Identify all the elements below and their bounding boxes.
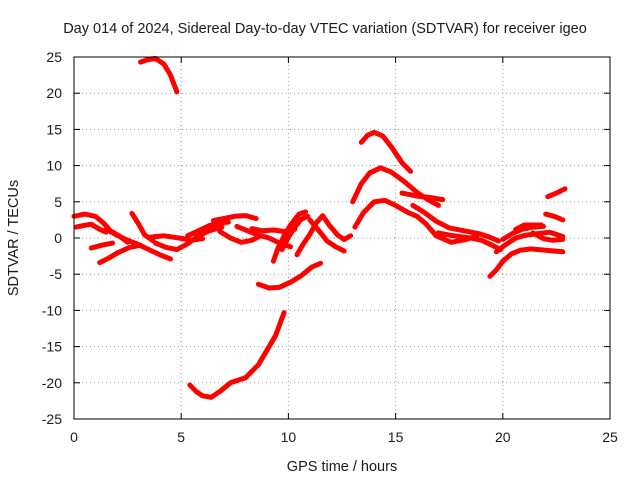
y-tick-label: -10 xyxy=(42,302,62,318)
y-tick-label: 0 xyxy=(54,230,62,246)
x-tick-label: 0 xyxy=(70,429,78,445)
y-tick-label: 5 xyxy=(54,194,62,210)
series-arc-25 xyxy=(307,217,347,254)
x-tick-label: 25 xyxy=(602,429,618,445)
series-arc-02 xyxy=(187,310,287,400)
y-tick-label: 25 xyxy=(46,49,62,65)
series-arc-33 xyxy=(545,186,568,200)
series-arc-30 xyxy=(513,222,544,232)
series-arc-26 xyxy=(436,230,504,253)
series-arc-31 xyxy=(530,230,566,243)
tick-marks xyxy=(73,56,611,420)
y-tick-label: 15 xyxy=(46,121,62,137)
series-arc-12 xyxy=(97,242,143,266)
y-tick-label: -20 xyxy=(42,375,62,391)
series-arc-17 xyxy=(185,219,231,239)
series-arc-24 xyxy=(294,213,354,258)
series-arc-32 xyxy=(543,211,566,223)
y-axis-label: SDTVAR / TECUs xyxy=(6,180,22,296)
series-arc-05 xyxy=(350,165,441,208)
series-arc-06 xyxy=(352,197,480,245)
series-arc-04 xyxy=(358,129,414,174)
x-tick-label: 10 xyxy=(281,429,297,445)
series-arc-10 xyxy=(73,221,109,235)
x-axis-label: GPS time / hours xyxy=(287,459,397,475)
x-tick-labels: 0 5 10 15 20 25 xyxy=(70,429,618,445)
y-tick-label: 20 xyxy=(46,85,62,101)
y-tick-label: -15 xyxy=(42,339,62,355)
series-arc-16 xyxy=(153,224,225,253)
series-arc-03 xyxy=(255,260,324,291)
series-arc-19 xyxy=(217,229,263,245)
series-arc-18 xyxy=(210,213,259,224)
y-tick-label: -25 xyxy=(42,411,62,427)
series-arc-08 xyxy=(410,202,501,244)
y-tick-label: -5 xyxy=(50,266,63,282)
x-tick-label: 15 xyxy=(388,429,404,445)
y-tick-label: 10 xyxy=(46,158,62,174)
series-arc-23 xyxy=(279,213,311,253)
series-arc-27 xyxy=(487,246,566,279)
x-tick-label: 20 xyxy=(495,429,511,445)
x-tick-label: 5 xyxy=(177,429,185,445)
series-arc-11 xyxy=(88,240,116,251)
series-arc-01 xyxy=(138,55,180,95)
data-series-group xyxy=(71,55,568,400)
chart-title: Day 014 of 2024, Sidereal Day-to-day VTE… xyxy=(63,21,587,37)
series-arc-28 xyxy=(493,229,566,255)
y-tick-labels: -25 -20 -15 -10 -5 0 5 10 15 20 25 xyxy=(42,49,62,427)
series-arc-13 xyxy=(103,226,173,262)
series-arc-07 xyxy=(399,190,446,203)
series-arc-22 xyxy=(270,209,309,264)
